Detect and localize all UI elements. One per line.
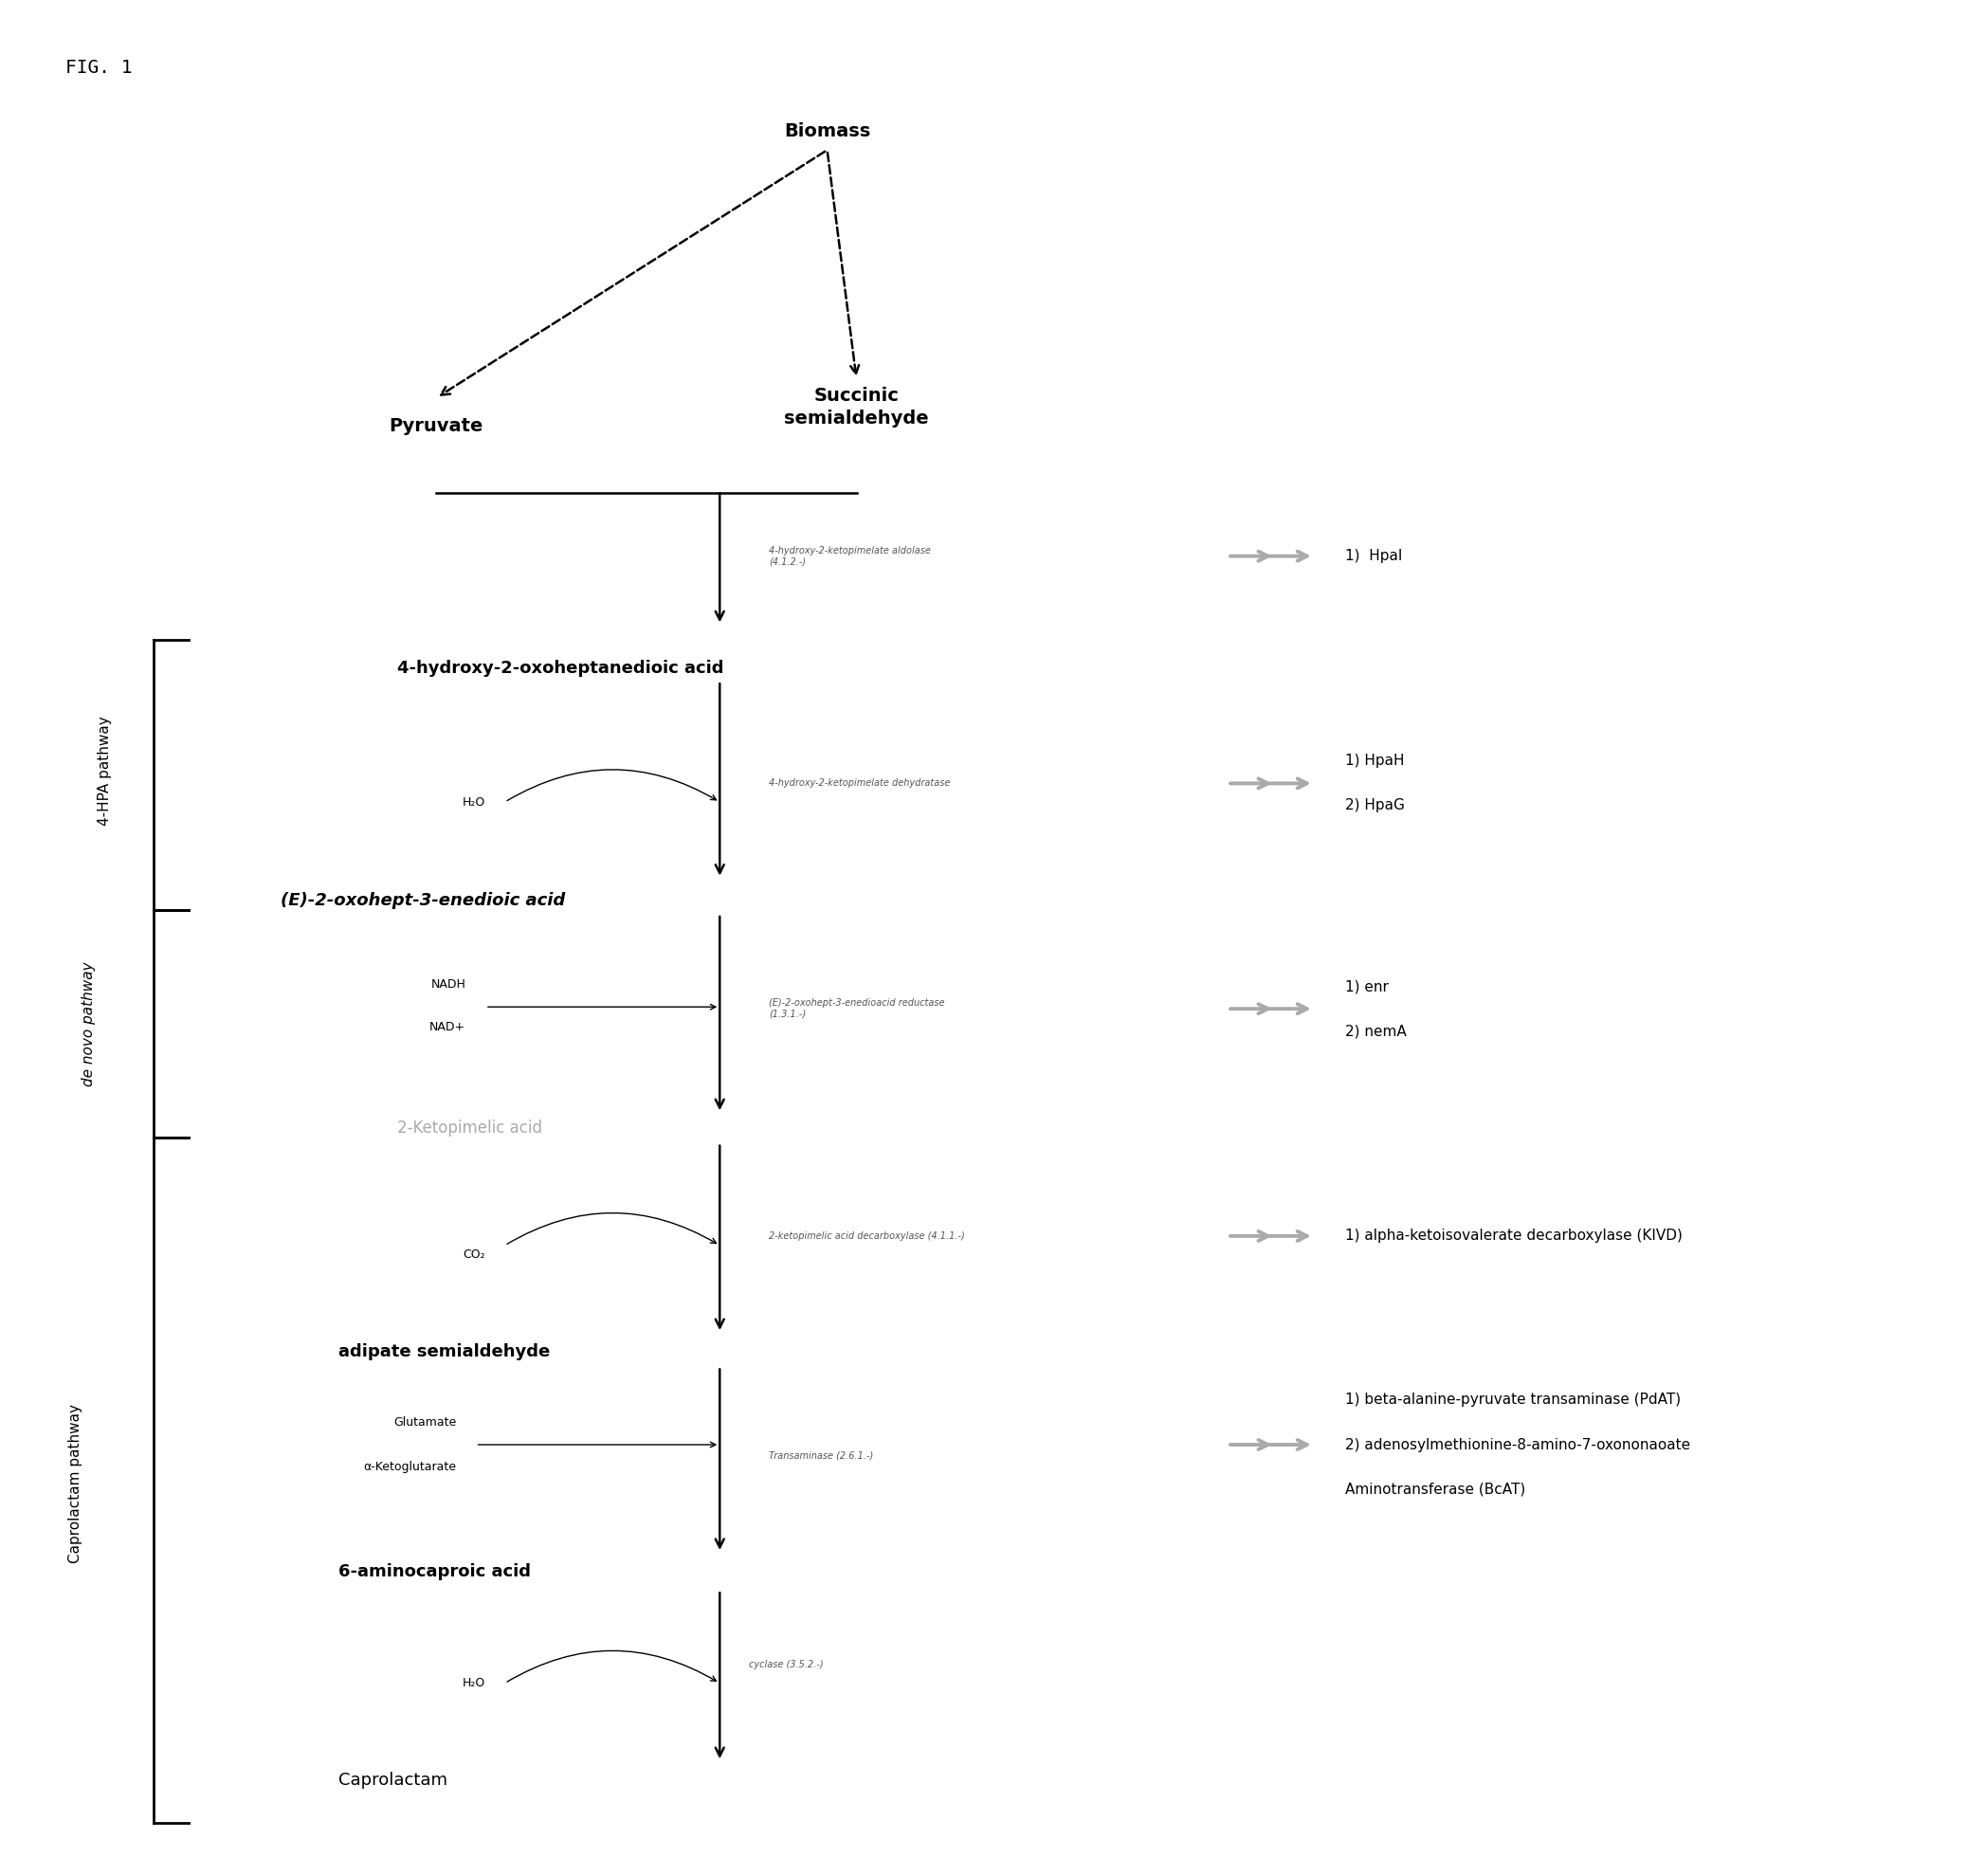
Text: 2) adenosylmethionine-8-amino-7-oxononaoate: 2) adenosylmethionine-8-amino-7-oxononao… xyxy=(1345,1437,1690,1452)
Text: H₂O: H₂O xyxy=(462,1677,486,1688)
Text: Pyruvate: Pyruvate xyxy=(389,416,484,435)
Text: Aminotransferase (BcAT): Aminotransferase (BcAT) xyxy=(1345,1482,1524,1497)
Text: de novo pathway: de novo pathway xyxy=(81,961,96,1086)
Text: NAD+: NAD+ xyxy=(429,1021,466,1034)
Text: α-Ketoglutarate: α-Ketoglutarate xyxy=(364,1461,456,1473)
Text: Biomass: Biomass xyxy=(785,122,871,141)
Text: 2-Ketopimelic acid: 2-Ketopimelic acid xyxy=(397,1120,543,1137)
Text: 4-hydroxy-2-oxoheptanedioic acid: 4-hydroxy-2-oxoheptanedioic acid xyxy=(397,658,724,677)
Text: Glutamate: Glutamate xyxy=(393,1416,456,1428)
Text: H₂O: H₂O xyxy=(462,795,486,809)
Text: NADH: NADH xyxy=(431,979,466,991)
Text: 2) nemA: 2) nemA xyxy=(1345,1024,1406,1037)
Text: 2-ketopimelic acid decarboxylase (4.1.1.-): 2-ketopimelic acid decarboxylase (4.1.1.… xyxy=(769,1231,964,1240)
Text: (E)-2-oxohept-3-enedioacid reductase
(1.3.1.-): (E)-2-oxohept-3-enedioacid reductase (1.… xyxy=(769,998,944,1019)
Text: Transaminase (2.6.1.-): Transaminase (2.6.1.-) xyxy=(769,1452,873,1461)
Text: (E)-2-oxohept-3-enedioic acid: (E)-2-oxohept-3-enedioic acid xyxy=(279,893,565,910)
Text: 1)  HpaI: 1) HpaI xyxy=(1345,550,1402,563)
Text: FIG. 1: FIG. 1 xyxy=(65,58,132,77)
Text: 1) beta-alanine-pyruvate transaminase (PdAT): 1) beta-alanine-pyruvate transaminase (P… xyxy=(1345,1392,1680,1407)
Text: CO₂: CO₂ xyxy=(462,1249,486,1261)
Text: 2) HpaG: 2) HpaG xyxy=(1345,799,1404,812)
Text: 1) alpha-ketoisovalerate decarboxylase (KIVD): 1) alpha-ketoisovalerate decarboxylase (… xyxy=(1345,1229,1682,1244)
Text: 4-hydroxy-2-ketopimelate dehydratase: 4-hydroxy-2-ketopimelate dehydratase xyxy=(769,779,950,788)
Text: Caprolactam: Caprolactam xyxy=(338,1771,448,1788)
Text: cyclase (3.5.2.-): cyclase (3.5.2.-) xyxy=(749,1660,824,1670)
Text: 6-aminocaproic acid: 6-aminocaproic acid xyxy=(338,1563,531,1580)
Text: 1) HpaH: 1) HpaH xyxy=(1345,754,1404,767)
Text: 1) enr: 1) enr xyxy=(1345,979,1389,994)
Text: 4-hydroxy-2-ketopimelate aldolase
(4.1.2.-): 4-hydroxy-2-ketopimelate aldolase (4.1.2… xyxy=(769,546,930,567)
Text: Succinic
semialdehyde: Succinic semialdehyde xyxy=(785,386,928,428)
Text: adipate semialdehyde: adipate semialdehyde xyxy=(338,1343,551,1360)
Text: Caprolactam pathway: Caprolactam pathway xyxy=(67,1403,83,1563)
Text: 4-HPA pathway: 4-HPA pathway xyxy=(96,715,112,825)
